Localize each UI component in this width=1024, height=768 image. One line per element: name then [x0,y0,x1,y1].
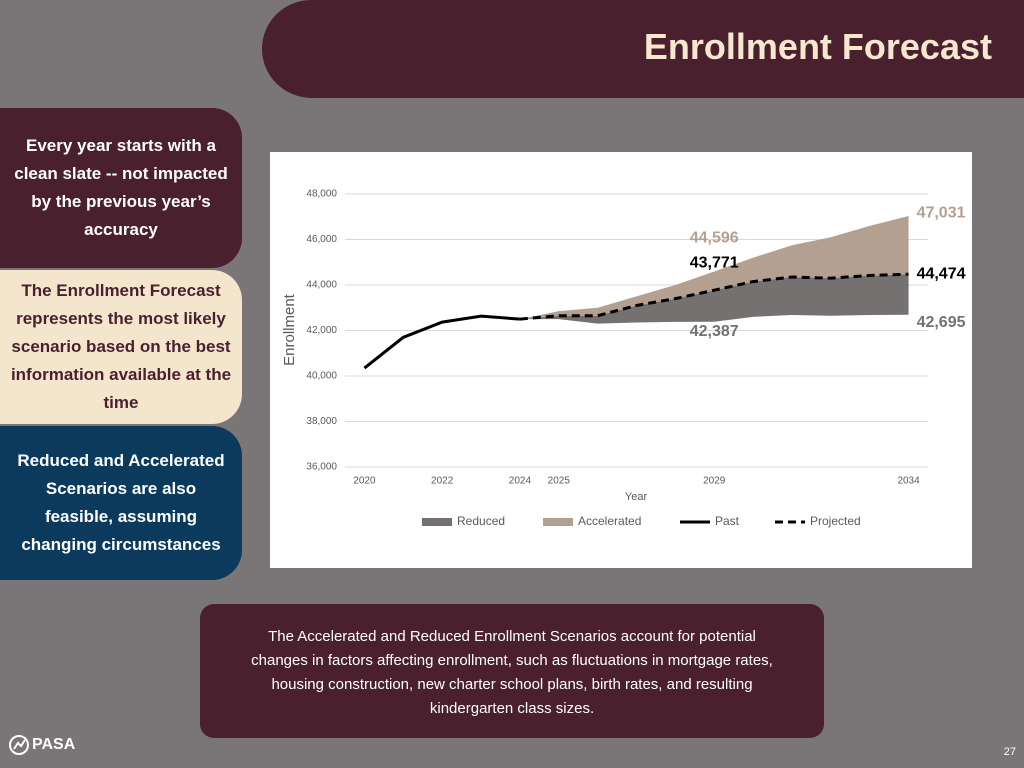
line [363,314,521,370]
data-label: 47,031 [917,204,966,221]
callout: Reduced and Accelerated Scenarios are al… [0,426,242,580]
data-label: 43,771 [690,254,739,271]
footer-note: The Accelerated and Reduced Enrollment S… [200,604,824,738]
legend-swatch [543,518,573,526]
y-tick-label: 38,000 [306,416,337,427]
data-label: 44,474 [917,265,966,282]
y-tick-label: 42,000 [306,325,337,336]
data-label: 44,596 [690,230,739,247]
y-tick-label: 36,000 [306,462,337,473]
x-tick-label: 2034 [897,476,920,487]
legend-label: Reduced [457,514,505,528]
logo-icon [9,735,29,755]
title: Enrollment Forecast [643,26,992,67]
x-tick-label: 2025 [548,476,571,487]
x-tick-label: 2022 [431,476,454,487]
legend-swatch [422,518,452,526]
callout: The Enrollment Forecast represents the m… [0,270,242,424]
y-tick-label: 40,000 [306,371,337,382]
legend-label: Accelerated [578,514,641,528]
callout: Every year starts with a clean slate -- … [0,108,242,268]
x-tick-label: 2029 [703,476,726,487]
x-tick-label: 2024 [509,476,532,487]
legend-label: Projected [810,514,861,528]
data-label: 42,695 [917,314,966,331]
y-tick-label: 48,000 [306,189,337,200]
page-number: 27 [1003,746,1016,758]
data-label: 42,387 [690,323,739,340]
title-banner: Enrollment Forecast [262,0,1024,98]
x-axis-label: Year [625,491,648,503]
logo: PASA [8,734,75,756]
chart: Enrollment Year 36,000 38,000 40,000 42,000… [281,189,966,529]
chart-panel: Enrollment Year 36,000 38,000 40,000 42,000… [270,152,972,568]
line [519,272,909,321]
logo-text: PASA [32,736,76,753]
area [519,216,909,320]
y-tick-label: 46,000 [306,234,337,245]
legend-label: Past [715,514,740,528]
y-axis-label: Enrollment [281,293,298,366]
y-tick-label: 44,000 [306,280,337,291]
x-tick-label: 2020 [353,476,376,487]
